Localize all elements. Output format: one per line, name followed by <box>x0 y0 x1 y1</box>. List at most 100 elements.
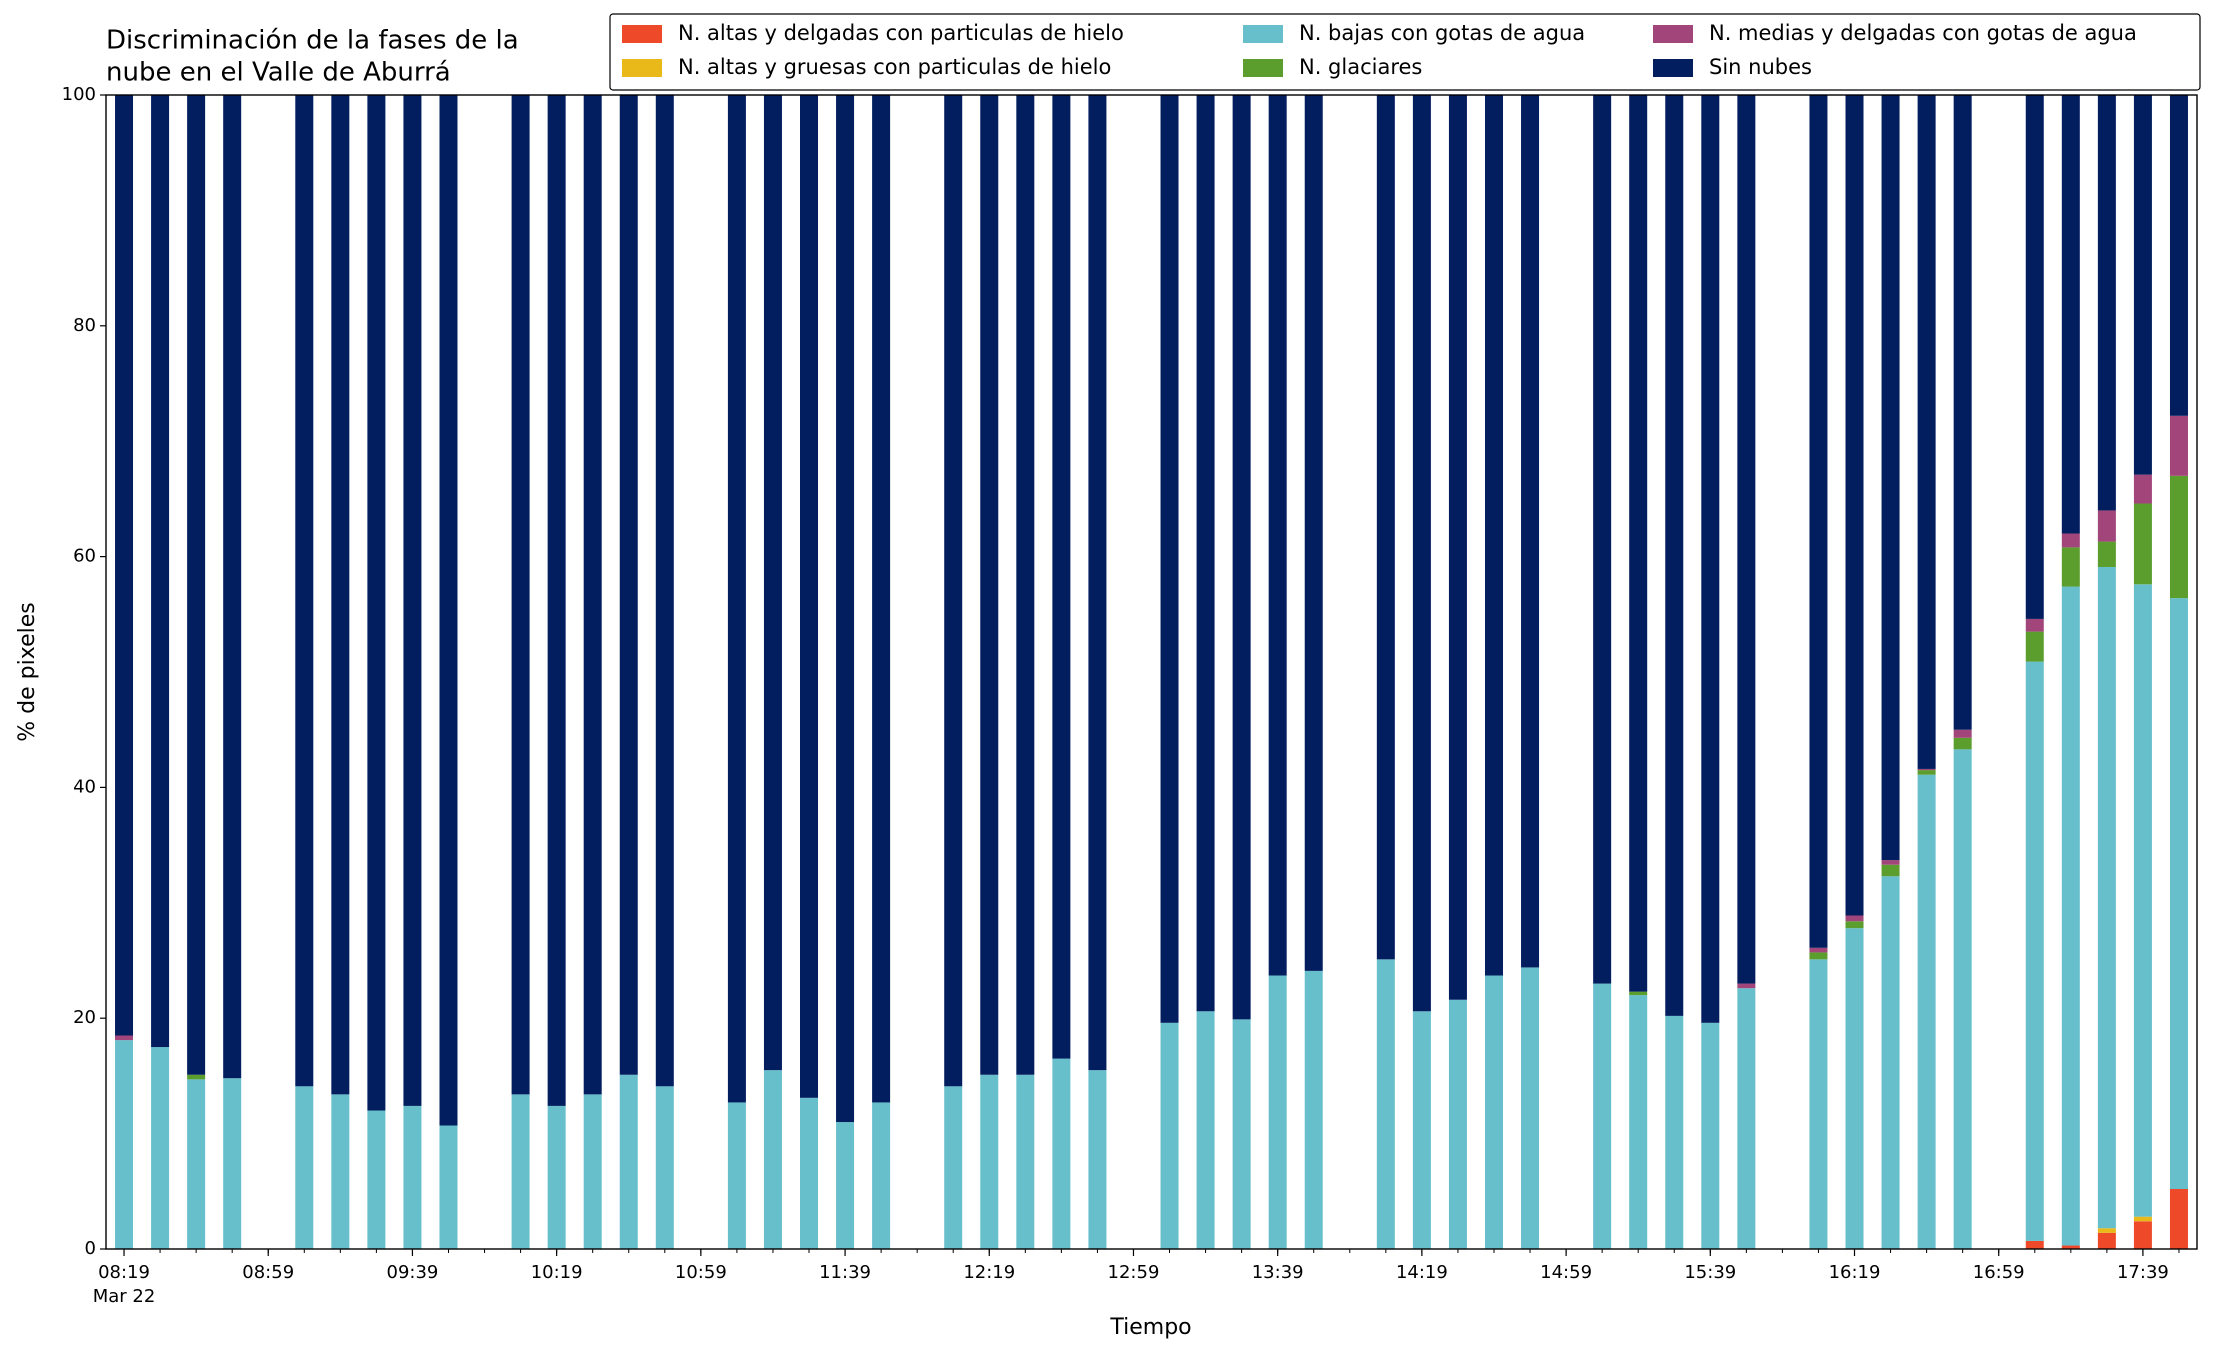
bar-segment <box>1521 967 1540 1249</box>
bar-segment <box>1845 928 1864 1249</box>
bar-segment <box>1412 95 1431 1012</box>
bar-segment <box>1881 860 1900 865</box>
bar-segment <box>2097 1228 2116 1233</box>
bar-segment <box>151 95 170 1048</box>
bar-segment <box>763 95 782 1071</box>
bar-segment <box>2097 1232 2116 1249</box>
x-tick-label: 16:19 <box>1829 1262 1881 1283</box>
x-tick-label: 14:59 <box>1540 1262 1592 1283</box>
plot-frame <box>105 94 2198 1250</box>
bar-segment <box>2133 474 2152 504</box>
legend-box <box>609 13 2201 91</box>
bar-segment <box>1016 95 1035 1075</box>
bar-segment <box>1376 959 1395 1249</box>
bar-segment <box>2133 95 2152 475</box>
bar-segment <box>295 1086 314 1249</box>
x-tick-label: 13:39 <box>1252 1262 1304 1283</box>
bar-segment <box>2025 618 2044 632</box>
bar-segment <box>2169 1188 2188 1249</box>
bar-segment <box>2097 95 2116 511</box>
bar-segment <box>187 1074 206 1080</box>
bar-segment <box>1196 95 1215 1012</box>
bar-segment <box>1304 95 1323 971</box>
y-axis-label: % de pixeles <box>15 602 40 741</box>
legend-label: Sin nubes <box>1709 55 1812 79</box>
bar-segment <box>2061 586 2080 1246</box>
bar-segment <box>115 95 134 1036</box>
bar-segment <box>223 1078 242 1249</box>
bar-segment <box>1917 95 1936 769</box>
bar-segment <box>1701 95 1720 1023</box>
chart-title: nube en el Valle de Aburrá <box>106 58 451 88</box>
chart-title: Discriminación de la fases de la <box>106 26 519 56</box>
bar-segment <box>511 95 530 1095</box>
bar-segment <box>367 95 386 1111</box>
bar-segment <box>1088 95 1107 1071</box>
bar-segment <box>2133 1221 2152 1249</box>
bar-segment <box>1809 952 1828 960</box>
x-tick-label: 10:19 <box>531 1262 583 1283</box>
bar-segment <box>1376 95 1395 960</box>
bar-segment <box>1232 95 1251 1020</box>
bar-segment <box>2133 584 2152 1217</box>
bar-segment <box>1881 876 1900 1249</box>
legend-swatch <box>622 25 662 43</box>
bar-segment <box>1629 995 1648 1249</box>
bar-segment <box>2025 631 2044 662</box>
bar-segment <box>1268 975 1287 1249</box>
bar-segment <box>1052 95 1071 1059</box>
bar-segment <box>1953 95 1972 730</box>
bar-segment <box>2133 503 2152 585</box>
bar-segment <box>511 1094 530 1249</box>
bar-segment <box>2169 598 2188 1189</box>
bar-segment <box>1484 975 1503 1249</box>
bar-segment <box>2061 1245 2080 1249</box>
bar-segment <box>800 1097 819 1249</box>
bar-segment <box>2025 1240 2044 1249</box>
bar-segment <box>872 95 891 1103</box>
bar-segment <box>2061 95 2080 534</box>
bar-segment <box>151 1047 170 1249</box>
bar-segment <box>2169 475 2188 599</box>
bar-segment <box>367 1110 386 1249</box>
bar-segment <box>2061 533 2080 548</box>
bar-segment <box>1196 1011 1215 1249</box>
bar-segment <box>727 1102 746 1249</box>
bar-segment <box>980 1074 999 1249</box>
bar-segment <box>872 1102 891 1249</box>
bar-segment <box>1232 1019 1251 1249</box>
bar-segment <box>1845 915 1864 922</box>
bar-segment <box>1845 95 1864 916</box>
bar-segment <box>1737 988 1756 1249</box>
x-tick-label: 12:19 <box>963 1262 1015 1283</box>
bar-segment <box>944 1086 963 1249</box>
bar-segment <box>115 1040 134 1249</box>
bar-segment <box>1809 95 1828 948</box>
bar-segment <box>836 1122 855 1249</box>
bar-segment <box>1917 770 1936 775</box>
bar-segment <box>2097 566 2116 1229</box>
bar-segment <box>1629 991 1648 996</box>
bar-segment <box>1052 1058 1071 1249</box>
bar-segment <box>439 1125 458 1249</box>
bar-segment <box>1953 749 1972 1249</box>
x-tick-label: 10:59 <box>675 1262 727 1283</box>
legend-label: N. altas y gruesas con particulas de hie… <box>678 55 1111 79</box>
bar-segment <box>836 95 855 1123</box>
bar-segment <box>1160 1022 1179 1249</box>
bar-segment <box>547 1105 566 1249</box>
bar-segment <box>763 1070 782 1249</box>
bar-segment <box>2097 541 2116 567</box>
bar-segment <box>655 95 674 1087</box>
bar-segment <box>115 1035 134 1041</box>
bar-segment <box>1088 1070 1107 1249</box>
bar-segment <box>1953 737 1972 750</box>
bar-segment <box>1448 95 1467 1000</box>
bar-segment <box>331 1094 350 1249</box>
bar-segment <box>1737 95 1756 984</box>
legend-label: N. altas y delgadas con particulas de hi… <box>678 21 1124 45</box>
bar-segment <box>583 1094 602 1249</box>
bar-segment <box>944 95 963 1087</box>
legend-swatch <box>1653 59 1693 77</box>
bar-segment <box>980 95 999 1075</box>
